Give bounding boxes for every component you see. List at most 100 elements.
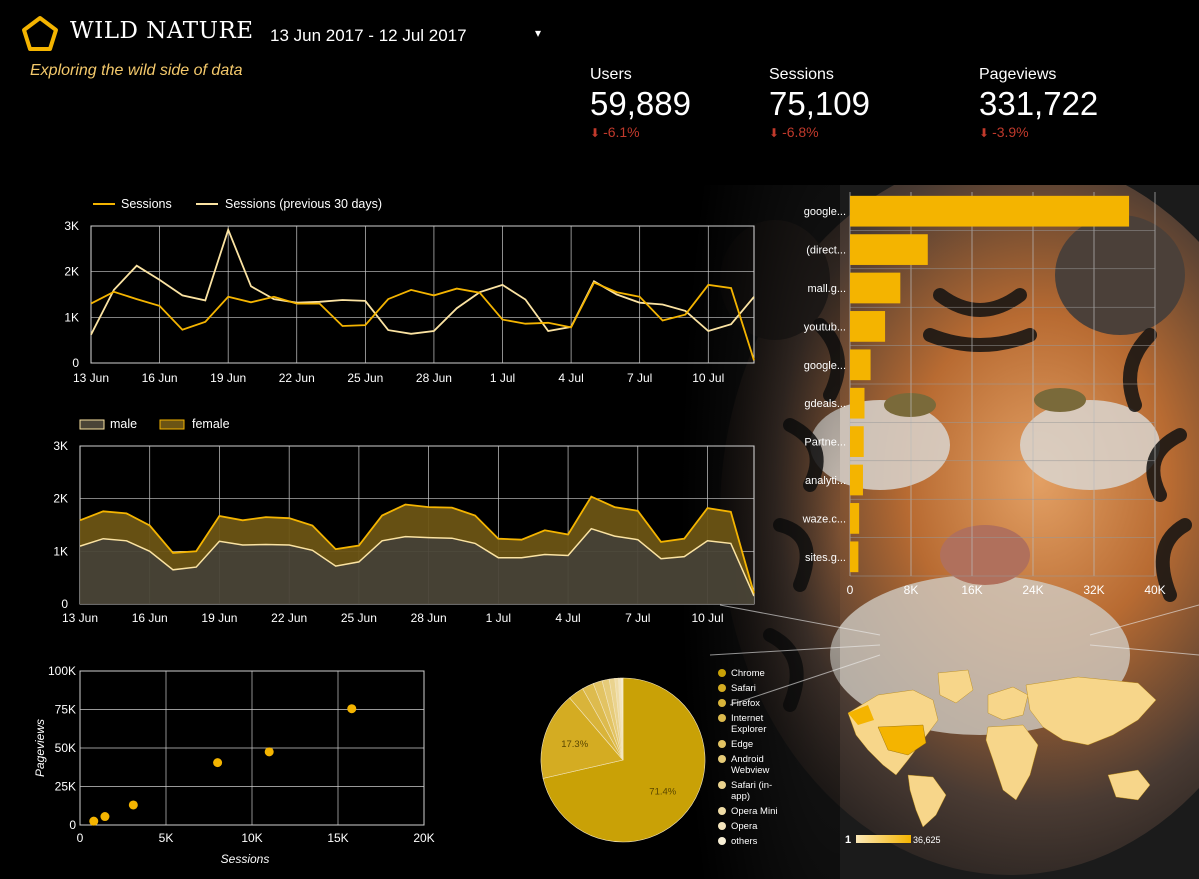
map-asia bbox=[1025, 676, 1157, 746]
x-tick-label: 13 Jun bbox=[62, 611, 98, 625]
legend-label: Internet Explorer bbox=[731, 713, 767, 735]
scatter-point[interactable] bbox=[128, 800, 138, 810]
legend-item[interactable]: Internet Explorer bbox=[718, 713, 791, 735]
x-tick-label: 28 Jun bbox=[416, 371, 452, 385]
bar[interactable] bbox=[850, 503, 860, 534]
pie-slice-safari[interactable] bbox=[540, 697, 624, 779]
x-tick-label: 22 Jun bbox=[279, 371, 315, 385]
date-range-selector[interactable]: 13 Jun 2017 - 12 Jul 2017 bbox=[270, 26, 467, 45]
x-tick-label: 10 Jul bbox=[692, 371, 724, 385]
bar[interactable] bbox=[850, 311, 886, 342]
legend-item[interactable]: Opera bbox=[718, 821, 791, 832]
x-tick-label: 32K bbox=[1083, 583, 1104, 597]
y-tick-label: 3K bbox=[64, 219, 79, 233]
x-tick-label: 1 Jul bbox=[486, 611, 511, 625]
bar[interactable] bbox=[850, 349, 871, 381]
y-tick-label: 50K bbox=[55, 741, 76, 755]
y-tick-label: 25K bbox=[55, 780, 76, 794]
map-greenland bbox=[937, 669, 974, 704]
bar[interactable] bbox=[850, 387, 865, 419]
kpi-value: 75,109 bbox=[769, 85, 870, 122]
x-tick-label: 4 Jul bbox=[555, 611, 580, 625]
kpi-label: Pageviews bbox=[979, 66, 1057, 83]
scatter-point[interactable] bbox=[264, 747, 274, 757]
line-legend: Sessions Sessions (previous 30 days) bbox=[93, 197, 382, 211]
legend-item[interactable]: Android Webview bbox=[718, 754, 791, 776]
x-tick-label: 16K bbox=[961, 583, 982, 597]
bar[interactable] bbox=[850, 541, 859, 573]
series-line-sessions-previous-30-days- bbox=[90, 227, 755, 336]
bar[interactable] bbox=[850, 195, 1130, 227]
sessions-line-chart: Sessions Sessions (previous 30 days) 0 1K… bbox=[64, 197, 755, 385]
scatter-point[interactable] bbox=[100, 812, 110, 822]
x-tick-label: 0 bbox=[847, 583, 854, 597]
x-tick-label: 28 Jun bbox=[411, 611, 447, 625]
bar[interactable] bbox=[850, 272, 901, 304]
map-europe bbox=[987, 686, 1029, 721]
legend-label: Opera bbox=[731, 821, 758, 832]
bar-category-label: gdeals... bbox=[804, 398, 846, 410]
legend-item[interactable]: Safari (in-app) bbox=[718, 780, 791, 802]
kpi-delta: ⬇ -3.9% bbox=[979, 124, 1098, 140]
bar[interactable] bbox=[850, 234, 928, 265]
area-legend: male female bbox=[79, 417, 230, 431]
bar[interactable] bbox=[850, 426, 864, 457]
world-geo-map: 1 bbox=[847, 669, 1157, 828]
legend-label: Safari (in-app) bbox=[731, 780, 773, 802]
legend-label: others bbox=[731, 836, 758, 847]
bar-category-label: mall.g... bbox=[807, 283, 846, 295]
kpi-users: Users 59,889 ⬇ -6.1% bbox=[590, 66, 691, 140]
y-axis-label: Pageviews bbox=[33, 719, 47, 777]
arrow-down-icon: ⬇ bbox=[769, 126, 780, 140]
geo-legend-min: 1 bbox=[845, 834, 851, 846]
legend-dot bbox=[718, 684, 726, 692]
x-tick-label: 4 Jul bbox=[558, 371, 583, 385]
x-tick-label: 19 Jun bbox=[201, 611, 237, 625]
source-bar-chart: google... (direct... mall.g... youtub... goo… bbox=[802, 192, 1166, 597]
chevron-down-icon[interactable]: ▾ bbox=[535, 26, 542, 40]
x-tick-label: 1 Jul bbox=[490, 371, 515, 385]
arrow-down-icon: ⬇ bbox=[590, 126, 601, 140]
x-tick-label: 40K bbox=[1144, 583, 1165, 597]
legend-label: Android Webview bbox=[731, 754, 770, 776]
area-female bbox=[80, 496, 754, 597]
kpi-pageviews: Pageviews 331,722 ⬇ -3.9% bbox=[979, 66, 1098, 140]
legend-dot bbox=[718, 740, 726, 748]
x-tick-label: 20K bbox=[413, 831, 434, 845]
x-axis-label: Sessions bbox=[221, 852, 270, 866]
tagline: Exploring the wild side of data bbox=[30, 62, 243, 79]
x-tick-label: 10 Jul bbox=[692, 611, 724, 625]
scatter-point[interactable] bbox=[347, 704, 357, 714]
legend-label: Sessions (previous 30 days) bbox=[225, 197, 382, 211]
y-tick-label: 2K bbox=[64, 265, 79, 279]
scatter-point[interactable] bbox=[213, 758, 223, 768]
pie-slice-others[interactable] bbox=[620, 677, 624, 761]
legend-label: male bbox=[110, 417, 137, 431]
scatter-point[interactable] bbox=[89, 816, 99, 826]
area-male bbox=[80, 528, 754, 604]
sessions-pageviews-scatter: 0 5K 10K 15K 20K 0 25K 50K 75K 100K Sessions Page… bbox=[33, 664, 435, 866]
bar-category-label: youtub... bbox=[804, 321, 846, 333]
x-tick-label: 8K bbox=[904, 583, 919, 597]
bar-category-label: analyti... bbox=[805, 475, 846, 487]
legend-item[interactable]: Opera Mini bbox=[718, 806, 791, 817]
geo-legend: 1 36,625 bbox=[845, 834, 941, 846]
brand-name: WILD NATURE bbox=[70, 18, 254, 44]
x-tick-label: 16 Jun bbox=[132, 611, 168, 625]
legend-item[interactable]: others bbox=[718, 836, 791, 847]
pie-slice-label: 17.3% bbox=[561, 739, 588, 750]
x-tick-label: 25 Jun bbox=[347, 371, 383, 385]
legend-dot bbox=[718, 837, 726, 845]
legend-item[interactable]: Safari bbox=[718, 683, 791, 694]
legend-item[interactable]: Firefox bbox=[718, 698, 791, 709]
bar[interactable] bbox=[850, 464, 863, 496]
legend-label: Opera Mini bbox=[731, 806, 778, 817]
legend-item[interactable]: Edge bbox=[718, 739, 791, 750]
pie-slice-chrome[interactable] bbox=[542, 677, 706, 843]
pie-slice-label: 71.4% bbox=[649, 787, 676, 798]
legend-dot bbox=[718, 822, 726, 830]
legend-item[interactable]: Chrome bbox=[718, 668, 791, 679]
map-usa-highlight bbox=[877, 724, 927, 756]
legend-dot bbox=[718, 807, 726, 815]
gender-area-chart: male female 0 1K 2K 3K 13 Jun 16 Jun 19 Jun 22 … bbox=[53, 417, 755, 625]
